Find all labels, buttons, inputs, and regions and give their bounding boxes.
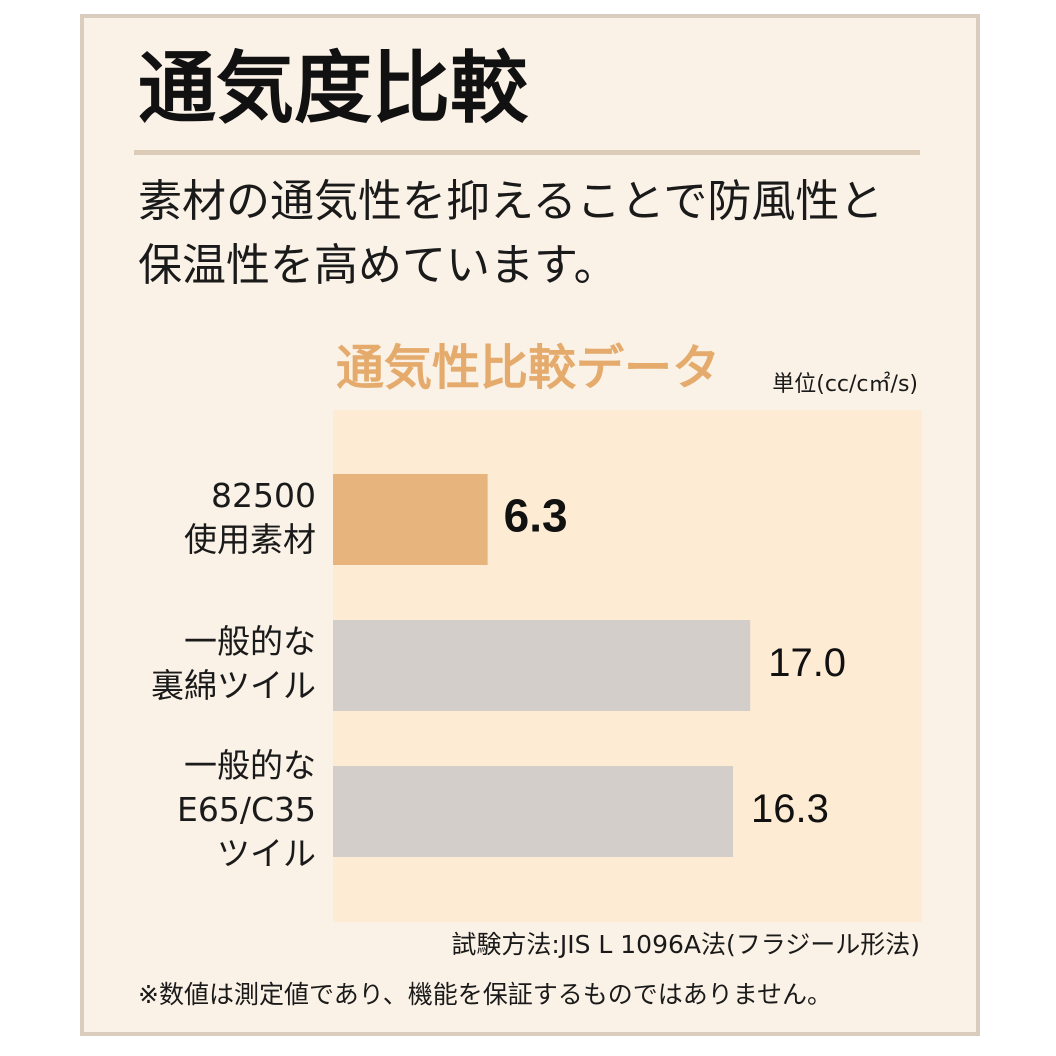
category-label-1-line-2: 使用素材 — [184, 520, 316, 559]
value-label-3: 16.3 — [751, 787, 829, 831]
chart-title: 通気性比較データ — [336, 340, 721, 396]
category-label-2-line-2: 裏綿ツイル — [151, 666, 316, 705]
disclaimer-note: ※数値は測定値であり、機能を保証するものではありません。 — [138, 980, 832, 1009]
lead-text-line-1: 素材の通気性を抑えることで防風性と — [138, 176, 884, 227]
value-label-1: 6.3 — [504, 490, 568, 542]
lead-text-line-2: 保温性を高めています。 — [138, 240, 618, 291]
category-label-1-line-1: 82500 — [211, 476, 316, 515]
bar-1 — [333, 474, 488, 565]
value-labels-group: 6.3 17.0 16.3 — [504, 490, 846, 831]
category-label-3-line-2: E65/C35 — [177, 790, 316, 829]
unit-label: 単位(cc/c㎡/s) — [772, 372, 918, 397]
test-method-note: 試験方法:JIS L 1096A法(フラジール形法) — [451, 930, 920, 959]
category-label-3-line-3: ツイル — [217, 834, 316, 873]
bar-2 — [333, 620, 751, 711]
category-label-3-line-1: 一般的な — [184, 746, 316, 785]
title-divider — [134, 150, 920, 155]
category-label-2-line-1: 一般的な — [184, 622, 316, 661]
value-label-2: 17.0 — [768, 641, 846, 685]
bars-group — [333, 474, 751, 857]
bar-3 — [333, 766, 734, 857]
page-title: 通気度比較 — [138, 44, 529, 134]
